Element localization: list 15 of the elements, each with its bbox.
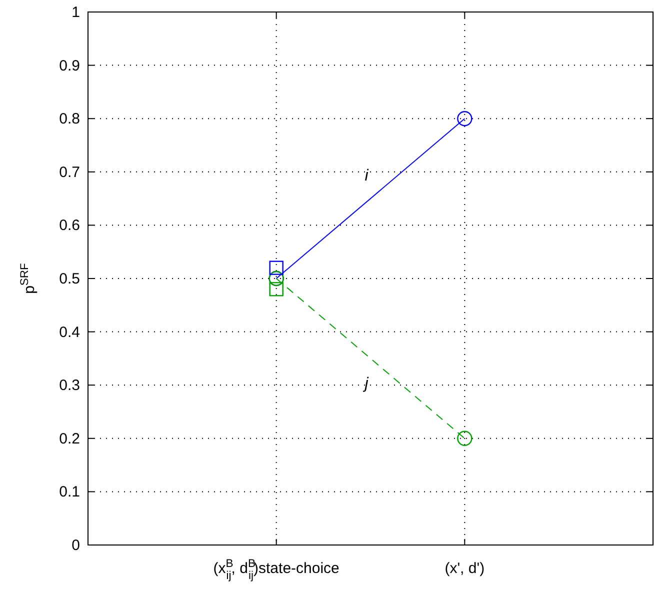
x-tick-label: (x', d'): [444, 560, 485, 577]
y-tick-label: 0.7: [59, 164, 80, 181]
y-tick-label: 0.1: [59, 484, 80, 501]
y-tick-label: 0.4: [59, 324, 80, 341]
x-tick-label: (x$^{B}$$_{ij}$, d$^{B}$$_{ij}$)state-choice: [213, 558, 340, 582]
y-tick-label: 0.3: [59, 377, 80, 394]
y-tick-label: 0: [72, 537, 80, 554]
series-label: i: [364, 168, 369, 185]
y-tick-label: 0.5: [59, 270, 80, 288]
y-tick-label: 0.9: [59, 57, 80, 74]
y-tick-label: 1: [72, 4, 80, 21]
y-tick-label: 0.6: [59, 217, 80, 234]
y-tick-label: 0.8: [59, 110, 80, 128]
series-label: j: [362, 375, 369, 392]
y-tick-label: 0.2: [59, 430, 80, 448]
